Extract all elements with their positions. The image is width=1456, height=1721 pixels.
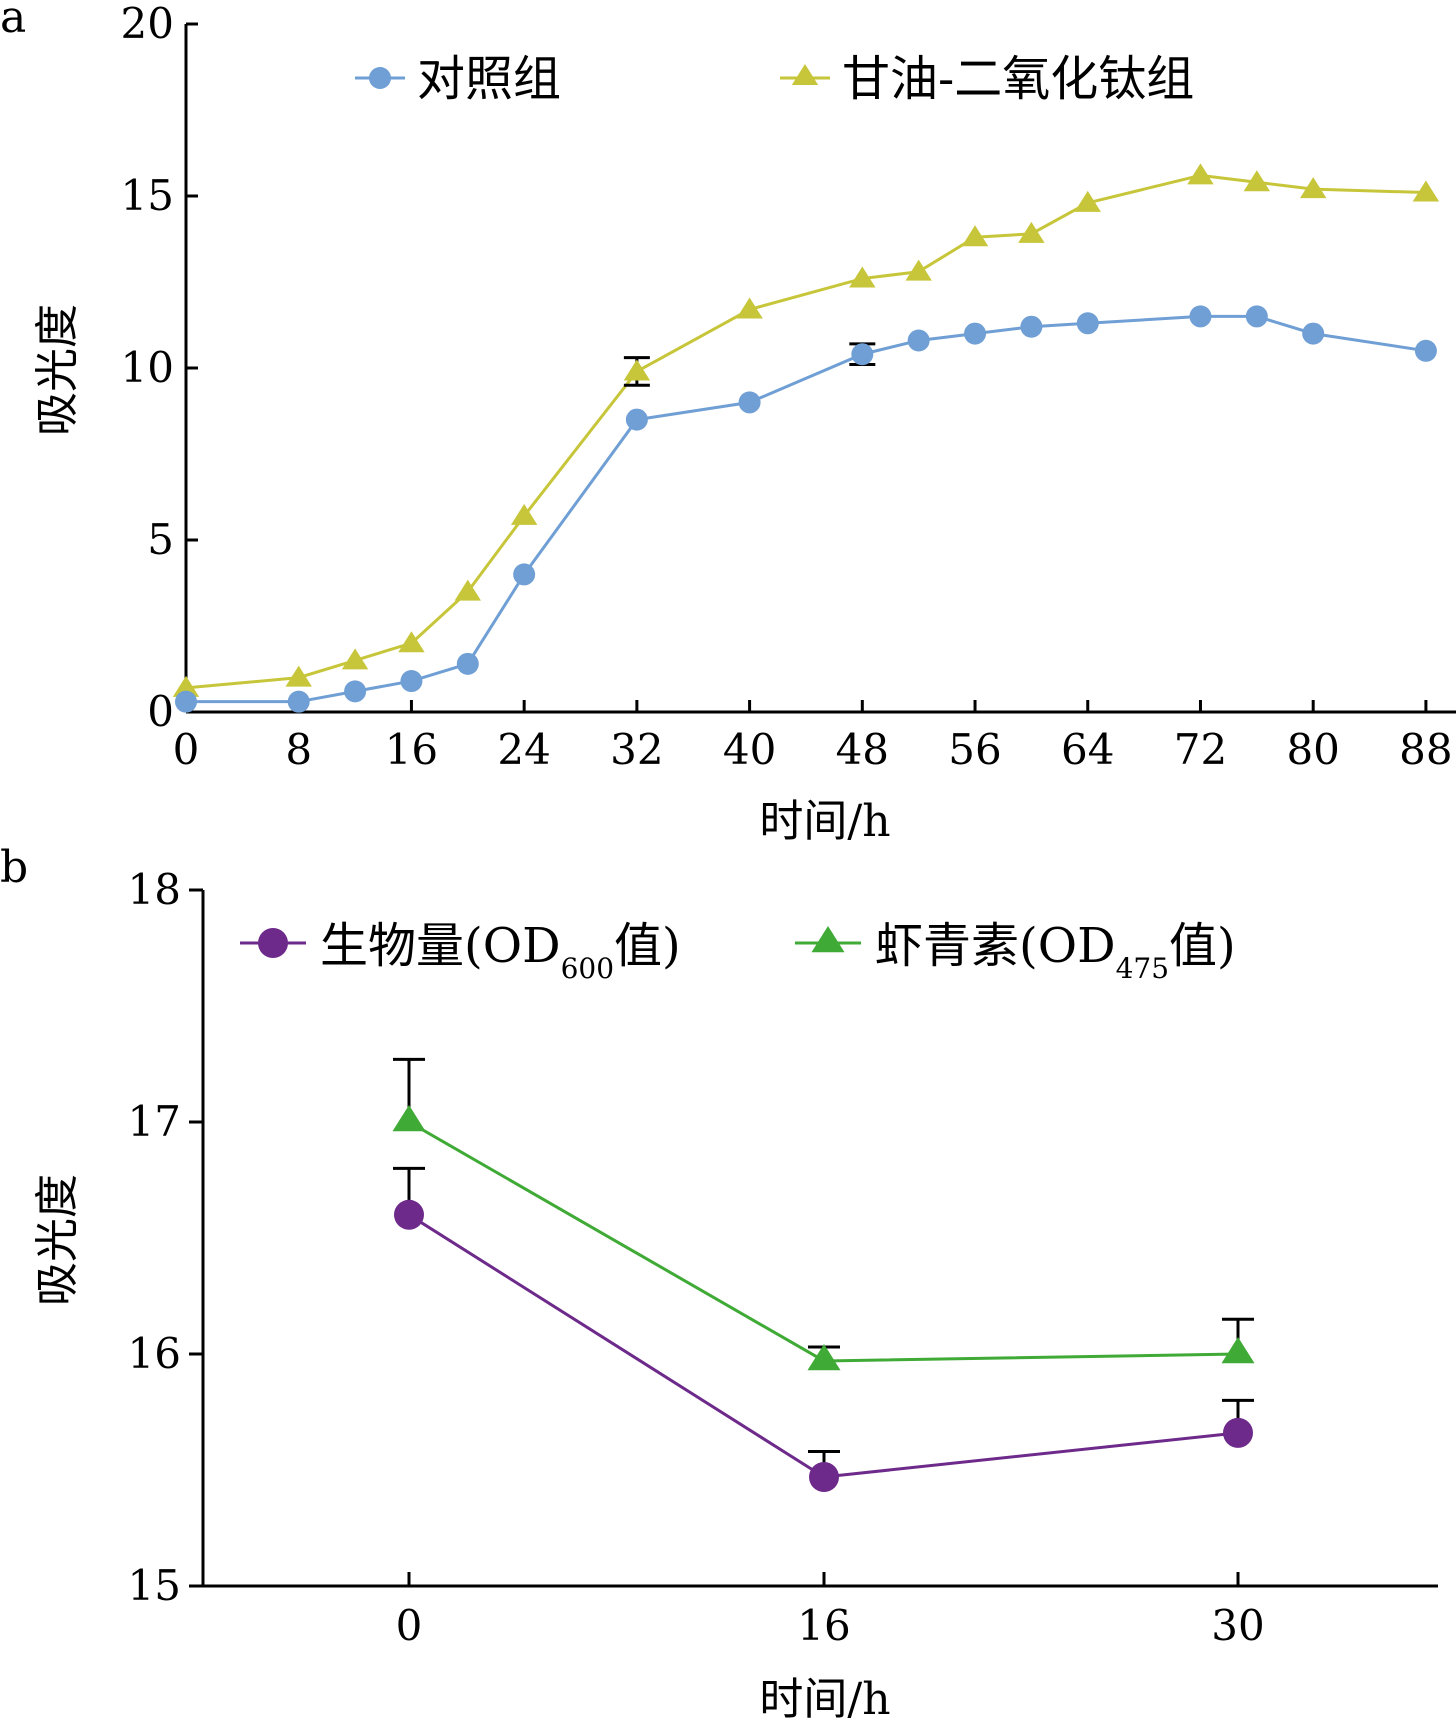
series-line-control <box>186 314 1427 704</box>
data-point-glycerol-tio2 <box>1018 221 1045 243</box>
x-tick-label-a: 16 <box>385 725 438 774</box>
data-point-control <box>1189 305 1212 328</box>
data-point-control <box>738 391 761 414</box>
x-tick-label-a: 0 <box>173 725 200 774</box>
legend-label-control: 对照组 <box>417 51 561 107</box>
data-point-biomass <box>394 1199 424 1230</box>
data-point-glycerol-tio2 <box>172 675 200 697</box>
data-point-control <box>1245 305 1268 328</box>
data-point-glycerol-tio2 <box>398 631 425 653</box>
data-point-glycerol-tio2 <box>1299 177 1327 199</box>
data-point-glycerol-tio2 <box>285 665 312 687</box>
data-point-control <box>625 408 648 431</box>
x-tick-label-a: 88 <box>1399 725 1452 774</box>
data-point-glycerol-tio2 <box>905 259 932 281</box>
legend-label-glycerol-tio2: 甘油-二氧化钛组 <box>842 51 1194 107</box>
y-tick-label-b: 16 <box>128 1329 181 1378</box>
legend-label-main: 虾青素(OD <box>875 918 1116 974</box>
data-point-control <box>851 343 874 366</box>
y-tick-label-a: 5 <box>147 515 174 564</box>
data-point-glycerol-tio2 <box>961 225 989 247</box>
data-point-glycerol-tio2 <box>1243 170 1271 192</box>
x-tick-label-b: 16 <box>797 1601 850 1650</box>
y-axis-title-a: 吸光度 <box>32 304 83 436</box>
legend-label-biomass: 生物量(OD600值) <box>320 918 681 985</box>
data-point-control <box>287 690 310 713</box>
y-axis-title-b: 吸光度 <box>32 1174 83 1306</box>
legend-label-subscript: 475 <box>1116 952 1169 985</box>
y-tick-label-a: 0 <box>147 687 174 736</box>
data-point-control <box>456 652 479 675</box>
data-point-biomass <box>1223 1417 1253 1448</box>
data-point-control <box>1076 312 1099 335</box>
data-point-control <box>964 322 987 345</box>
data-point-glycerol-tio2 <box>341 648 369 670</box>
x-tick-label-a: 24 <box>497 725 550 774</box>
data-point-glycerol-tio2 <box>510 503 538 525</box>
chart-panel-a: a 0 5 10 15 20 0 8 16 24 32 40 48 56 64 72 80 88 时间/h 吸光度 对照… <box>0 0 1456 847</box>
x-tick-label-a: 64 <box>1061 725 1114 774</box>
data-point-glycerol-tio2 <box>1074 190 1101 212</box>
x-tick-label-b: 0 <box>396 1601 423 1650</box>
x-axis-title-a: 时间/h <box>759 796 890 847</box>
data-point-control <box>513 563 536 586</box>
data-point-glycerol-tio2 <box>1412 180 1440 202</box>
legend-marker-control <box>369 67 391 89</box>
y-tick-label-a: 20 <box>121 0 174 48</box>
y-tick-label-b: 17 <box>128 1097 181 1146</box>
x-tick-label-a: 40 <box>723 725 776 774</box>
data-point-control <box>1414 339 1437 362</box>
y-tick-label-b: 15 <box>128 1561 181 1610</box>
panel-label-b: b <box>0 842 28 893</box>
data-point-control <box>907 329 930 352</box>
x-axis-title-b: 时间/h <box>759 1674 890 1721</box>
legend-label-main: 生物量(OD <box>320 918 561 974</box>
panel-label-a: a <box>0 0 26 43</box>
legend-label-end: 值) <box>614 918 681 974</box>
x-tick-label-a: 80 <box>1286 725 1339 774</box>
data-point-glycerol-tio2 <box>454 579 481 601</box>
data-point-control <box>175 690 197 713</box>
data-point-control <box>1020 315 1043 338</box>
y-tick-label-b: 18 <box>128 865 181 914</box>
legend-label-end: 值) <box>1169 918 1236 974</box>
x-tick-label-a: 32 <box>610 725 663 774</box>
x-tick-label-a: 48 <box>836 725 889 774</box>
x-tick-label-b: 30 <box>1211 1601 1264 1650</box>
legend-marker-astaxanthin <box>811 926 845 953</box>
legend-label-astaxanthin: 虾青素(OD475值) <box>875 918 1236 985</box>
x-tick-label-a: 8 <box>285 725 312 774</box>
data-point-astaxanthin <box>392 1105 426 1132</box>
series-line-astaxanthin <box>408 1120 1239 1363</box>
data-point-glycerol-tio2 <box>849 266 876 288</box>
data-point-glycerol-tio2 <box>623 359 651 381</box>
legend-marker-glycerol-tio2 <box>791 64 819 85</box>
data-point-biomass <box>809 1461 839 1492</box>
data-point-astaxanthin <box>1221 1337 1255 1364</box>
data-point-glycerol-tio2 <box>736 297 763 319</box>
data-point-control <box>1302 322 1325 345</box>
x-tick-label-a: 56 <box>948 725 1001 774</box>
series-line-glycerol-tio2 <box>185 173 1426 690</box>
data-point-control <box>400 670 423 693</box>
data-point-control <box>344 680 367 703</box>
y-tick-label-a: 10 <box>121 343 174 392</box>
y-tick-label-a: 15 <box>121 171 174 220</box>
data-point-astaxanthin <box>807 1343 841 1371</box>
legend-label-subscript: 600 <box>561 952 614 985</box>
legend-marker-biomass <box>258 928 288 958</box>
x-tick-label-a: 72 <box>1174 725 1227 774</box>
data-point-glycerol-tio2 <box>1187 163 1214 185</box>
